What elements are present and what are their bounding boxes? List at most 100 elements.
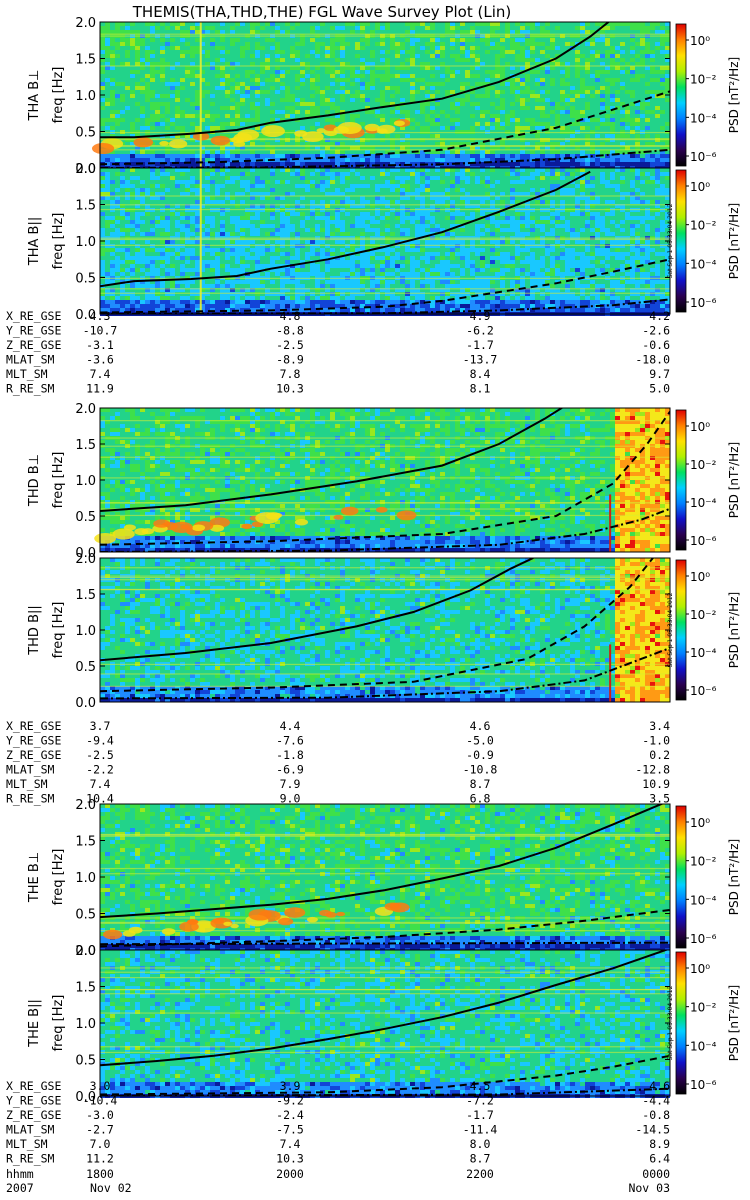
spectrogram-pixel	[320, 90, 325, 94]
spectrogram-pixel	[495, 114, 500, 118]
spectrogram-pixel	[515, 22, 520, 26]
spectrogram-pixel	[415, 188, 420, 192]
spectrogram-pixel	[505, 70, 510, 74]
spectrogram-pixel	[325, 110, 330, 114]
spectral-line	[100, 35, 670, 36]
spectrogram-pixel	[580, 74, 585, 78]
spectrogram-pixel	[235, 102, 240, 106]
spectrogram-pixel	[145, 74, 150, 78]
spectrogram-pixel	[210, 82, 215, 86]
spectrogram-pixel	[505, 26, 510, 30]
spectrogram-pixel	[115, 154, 120, 158]
spectrogram-pixel	[520, 66, 525, 70]
spectrogram-pixel	[180, 66, 185, 70]
spectrogram-pixel	[300, 122, 305, 126]
spectrogram-pixel	[115, 180, 120, 184]
spectrogram-pixel	[630, 70, 635, 74]
spectrogram-pixel	[320, 38, 325, 42]
spectrogram-pixel	[650, 176, 655, 180]
spectrogram-pixel	[555, 30, 560, 34]
spectrogram-pixel	[325, 184, 330, 188]
spectrogram-pixel	[580, 22, 585, 26]
spectrogram-pixel	[585, 98, 590, 102]
spectrogram-pixel	[180, 54, 185, 58]
spectrogram-pixel	[260, 102, 265, 106]
spectrogram-pixel	[580, 150, 585, 154]
spectrogram-pixel	[445, 66, 450, 70]
spectrogram-pixel	[530, 118, 535, 122]
spectrogram-pixel	[245, 154, 250, 158]
spectrogram-pixel	[215, 50, 220, 54]
spectrogram-pixel	[135, 158, 140, 162]
spectrogram-pixel	[545, 118, 550, 122]
spectrogram-pixel	[480, 46, 485, 50]
spectral-line	[100, 138, 670, 139]
spectrogram-pixel	[545, 168, 550, 172]
spectrogram-pixel	[535, 184, 540, 188]
spectrogram-pixel	[180, 184, 185, 188]
spectrogram-pixel	[155, 22, 160, 26]
spectrogram-pixel	[540, 42, 545, 46]
spectrogram-pixel	[655, 22, 660, 26]
spectrogram-pixel	[285, 134, 290, 138]
spectrogram-pixel	[390, 134, 395, 138]
spectrogram-pixel	[645, 114, 650, 118]
spectrogram-pixel	[555, 172, 560, 176]
spectrogram-pixel	[475, 184, 480, 188]
spectrogram-pixel	[240, 180, 245, 184]
spectrogram-pixel	[125, 74, 130, 78]
spectrogram-pixel	[425, 106, 430, 110]
spectrogram-pixel	[305, 54, 310, 58]
spectrogram-pixel	[265, 150, 270, 154]
spectrogram-pixel	[115, 30, 120, 34]
spectrogram-pixel	[530, 42, 535, 46]
spectrogram-pixel	[465, 82, 470, 86]
spectrogram-pixel	[295, 114, 300, 118]
spectrogram-pixel	[370, 74, 375, 78]
spectrogram-pixel	[615, 98, 620, 102]
spectrogram-pixel	[250, 74, 255, 78]
spectrogram-pixel	[515, 82, 520, 86]
spectrogram-pixel	[320, 86, 325, 90]
spectrogram-pixel	[450, 42, 455, 46]
spectrogram-pixel	[500, 90, 505, 94]
spectrogram-pixel	[365, 90, 370, 94]
spectrogram-pixel	[580, 110, 585, 114]
spectrogram-pixel	[575, 78, 580, 82]
spectrogram-pixel	[435, 94, 440, 98]
spectrogram-pixel	[490, 176, 495, 180]
spectrogram-pixel	[125, 70, 130, 74]
spectrogram-pixel	[175, 86, 180, 90]
spectrogram-pixel	[185, 192, 190, 196]
spectrogram-pixel	[590, 22, 595, 26]
spectrogram-pixel	[445, 70, 450, 74]
spectrogram-pixel	[315, 86, 320, 90]
spectrogram-pixel	[140, 176, 145, 180]
spectrogram-pixel	[180, 86, 185, 90]
spectrogram-pixel	[140, 106, 145, 110]
spectrogram-pixel	[390, 168, 395, 172]
spectrogram-pixel	[465, 126, 470, 130]
spectrogram-pixel	[650, 168, 655, 172]
spectrogram-pixel	[155, 150, 160, 154]
spectrogram-pixel	[510, 172, 515, 176]
spectrogram-pixel	[230, 188, 235, 192]
spectrogram-pixel	[580, 98, 585, 102]
spectrogram-pixel	[390, 42, 395, 46]
spectrogram-pixel	[350, 158, 355, 162]
spectrogram-pixel	[640, 54, 645, 58]
spectrogram-pixel	[355, 26, 360, 30]
spectrogram-pixel	[115, 106, 120, 110]
spectrogram-pixel	[405, 106, 410, 110]
spectrogram-pixel	[205, 168, 210, 172]
spectrogram-pixel	[315, 42, 320, 46]
spectrogram-pixel	[480, 42, 485, 46]
spectrogram-pixel	[175, 66, 180, 70]
spectrogram-pixel	[600, 126, 605, 130]
spectrogram-pixel	[465, 158, 470, 162]
spectrogram-pixel	[115, 150, 120, 154]
spectrogram-pixel	[245, 122, 250, 126]
spectrogram-pixel	[285, 106, 290, 110]
spectrogram-pixel	[230, 114, 235, 118]
spectrogram-pixel	[365, 38, 370, 42]
